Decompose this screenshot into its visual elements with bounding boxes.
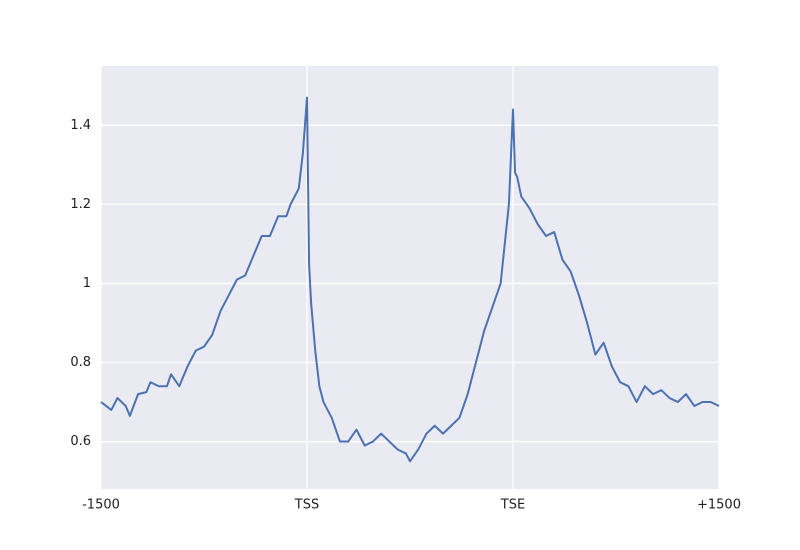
- y-tick-label: 0.6: [70, 434, 91, 449]
- line: [100, 96, 720, 463]
- x-tick-label: +1500: [697, 498, 741, 513]
- y-tick-label: 1: [83, 276, 91, 291]
- x-tick-label: -1500: [82, 498, 120, 513]
- y-tick-label: 0.8: [70, 355, 91, 370]
- y-tick-label: 1.2: [70, 197, 91, 212]
- x-tick-label: TSS: [294, 498, 319, 513]
- x-tick-label: TSE: [500, 498, 525, 513]
- plot-area: [101, 66, 719, 489]
- y-tick-label: 1.4: [70, 118, 91, 133]
